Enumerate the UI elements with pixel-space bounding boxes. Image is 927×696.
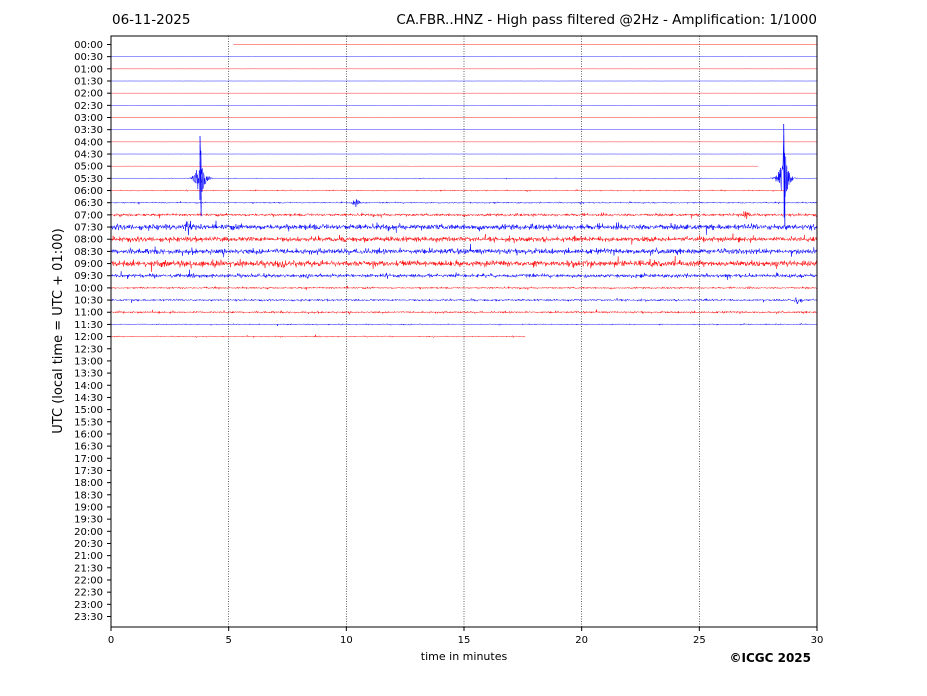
y-tick-label: 07:30 — [74, 223, 103, 234]
y-tick-label: 18:00 — [74, 478, 103, 489]
y-tick-label: 10:30 — [74, 296, 103, 307]
y-tick-label: 15:00 — [74, 405, 103, 416]
y-tick-label: 22:00 — [74, 575, 103, 586]
y-tick-label: 01:00 — [74, 64, 103, 75]
y-axis-label: UTC (local time = UTC + 01:00) — [51, 228, 66, 433]
x-tick-label: 15 — [458, 635, 471, 646]
trace-0700 — [110, 211, 817, 219]
x-axis-label: time in minutes — [421, 650, 508, 663]
trace-0230 — [110, 104, 818, 106]
y-tick-label: 23:00 — [74, 600, 103, 611]
y-tick-label: 04:00 — [74, 137, 103, 148]
trace-0030 — [110, 56, 818, 58]
y-tick-label: 02:00 — [74, 89, 103, 100]
chart-title: CA.FBR..HNZ - High pass filtered @2Hz - … — [396, 12, 817, 28]
y-tick-label: 20:30 — [74, 539, 103, 550]
y-tick-label: 03:30 — [74, 125, 103, 136]
y-tick-label: 01:30 — [74, 77, 103, 88]
y-tick-label: 09:00 — [74, 259, 103, 270]
y-tick-label: 07:00 — [74, 210, 103, 221]
y-tick-label: 06:30 — [74, 198, 103, 209]
trace-0930 — [110, 269, 818, 280]
y-tick-label: 15:30 — [74, 417, 103, 428]
x-axis: 0 5 10 15 20 25 30 — [108, 627, 824, 646]
y-tick-label: 21:00 — [74, 551, 103, 562]
y-tick-label: 16:00 — [74, 429, 103, 440]
trace-0830 — [110, 244, 818, 258]
trace-1100 — [110, 309, 817, 315]
y-tick-label: 20:00 — [74, 527, 103, 538]
y-tick-label: 06:00 — [74, 186, 103, 197]
trace-group — [110, 44, 818, 339]
grid-lines — [228, 36, 700, 627]
y-tick-label: 13:00 — [74, 356, 103, 367]
trace-0430 — [110, 153, 818, 155]
y-tick-label: 05:00 — [74, 162, 103, 173]
x-tick-label: 30 — [811, 635, 824, 646]
y-tick-label: 08:30 — [74, 247, 103, 258]
y-tick-label: 22:30 — [74, 588, 103, 599]
y-tick-label: 21:30 — [74, 563, 103, 574]
y-tick-label: 08:00 — [74, 235, 103, 246]
x-tick-label: 20 — [575, 635, 588, 646]
x-tick-label: 5 — [225, 635, 231, 646]
trace-0100 — [110, 68, 818, 70]
trace-0500 — [110, 165, 759, 167]
trace-0800 — [110, 233, 818, 245]
y-tick-label: 05:30 — [74, 174, 103, 185]
trace-1200 — [110, 334, 526, 339]
trace-0330 — [110, 129, 818, 131]
trace-0300 — [110, 116, 817, 119]
trace-1130 — [110, 322, 818, 327]
y-tick-label: 14:00 — [74, 381, 103, 392]
trace-0200 — [110, 92, 817, 94]
y-tick-label: 19:30 — [74, 515, 103, 526]
trace-0630 — [110, 199, 818, 208]
y-tick-label: 00:00 — [74, 40, 103, 51]
y-tick-label: 11:00 — [74, 308, 103, 319]
x-tick-label: 0 — [108, 635, 114, 646]
trace-0130 — [110, 80, 817, 82]
plot-frame — [110, 35, 818, 628]
y-tick-label: 19:00 — [74, 502, 103, 513]
copyright-label: ©ICGC 2025 — [729, 651, 811, 665]
y-tick-label: 17:00 — [74, 454, 103, 465]
trace-0730 — [110, 220, 818, 236]
y-tick-label: 02:30 — [74, 101, 103, 112]
y-tick-label: 03:00 — [74, 113, 103, 124]
y-tick-label: 18:30 — [74, 490, 103, 501]
y-tick-label: 23:30 — [74, 612, 103, 623]
y-tick-label: 14:30 — [74, 393, 103, 404]
trace-1030 — [110, 296, 817, 305]
y-tick-label: 12:30 — [74, 344, 103, 355]
event-spike — [199, 136, 202, 217]
x-tick-label: 25 — [693, 635, 706, 646]
y-tick-label: 13:30 — [74, 369, 103, 380]
trace-0600 — [110, 188, 785, 193]
y-tick-label: 17:30 — [74, 466, 103, 477]
y-tick-label: 11:30 — [74, 320, 103, 331]
date-label: 06-11-2025 — [112, 12, 191, 28]
y-tick-label: 12:00 — [74, 332, 103, 343]
x-tick-label: 10 — [340, 635, 353, 646]
y-tick-label: 00:30 — [74, 52, 103, 63]
y-tick-label: 04:30 — [74, 150, 103, 161]
y-tick-label: 10:00 — [74, 283, 103, 294]
trace-0900 — [110, 255, 818, 272]
trace-1000 — [110, 285, 818, 291]
y-tick-label: 09:30 — [74, 271, 103, 282]
event-spike — [783, 124, 786, 228]
trace-0530 — [110, 140, 817, 218]
trace-0400 — [110, 141, 817, 143]
y-tick-label: 16:30 — [74, 442, 103, 453]
